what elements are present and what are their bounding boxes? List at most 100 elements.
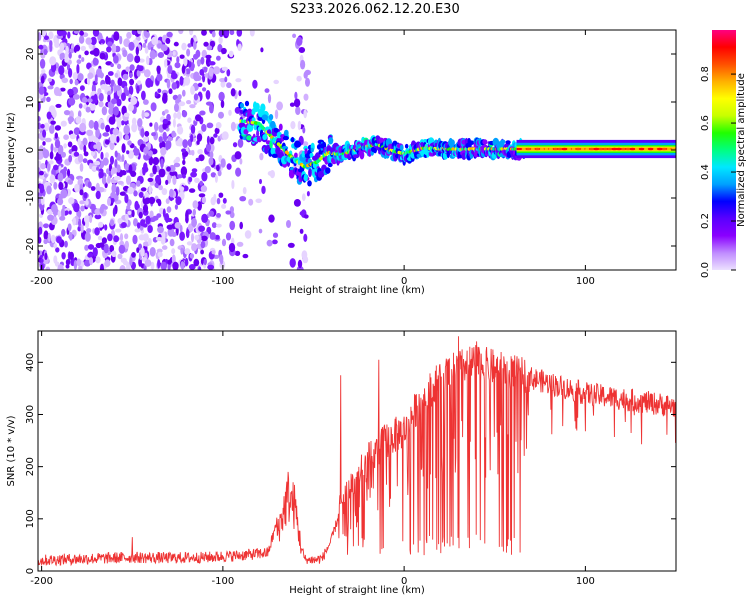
spectrogram-noise-blob: [60, 189, 68, 199]
spectrogram-noise-blob: [143, 136, 149, 142]
x-tick-label: -200: [30, 576, 53, 587]
spectrogram-noise-blob: [213, 66, 221, 75]
spectrogram-noise-blob: [57, 210, 62, 218]
spectrogram-noise-blob: [145, 55, 150, 65]
spectrogram-noise-blob: [218, 111, 224, 119]
spectrogram-noise-blob: [210, 172, 217, 178]
spectrogram-noise-blob: [39, 183, 45, 194]
spectrogram-noise-blob: [214, 127, 220, 134]
spectrogram-noise-blob: [85, 199, 89, 206]
spectrogram-noise-blob: [133, 218, 138, 227]
spectrogram-noise-blob: [166, 31, 173, 38]
spectrogram-noise-blob: [97, 88, 102, 95]
spectrogram-noise-blob: [147, 225, 153, 233]
spectrogram-noise-blob: [98, 101, 104, 108]
spectrogram-noise-blob: [90, 186, 96, 191]
spectrogram-signal-blob: [290, 136, 295, 143]
spectrogram-noise-blob: [53, 243, 57, 249]
spectrogram-noise-blob: [123, 112, 130, 118]
spectrogram-noise-blob: [200, 249, 205, 255]
spectrogram-noise-blob: [191, 217, 198, 228]
x-tick-label: 100: [576, 276, 595, 287]
spectrogram-noise-blob: [114, 72, 119, 78]
spectrogram-band-blob: [539, 147, 545, 151]
spectrogram-noise-blob: [127, 210, 132, 215]
spectrogram-signal-blob: [281, 134, 285, 142]
spectrogram-noise-blob: [79, 122, 87, 133]
spectrogram-noise-blob: [89, 214, 93, 224]
spectrogram-noise-blob: [80, 223, 84, 233]
spectrogram-noise-blob: [149, 217, 156, 223]
spectrogram-noise-blob: [117, 218, 123, 224]
spectrogram-noise-blob: [92, 30, 100, 37]
spectrogram-noise-blob: [164, 59, 168, 68]
spectrogram-noise-blob: [140, 187, 147, 192]
spectrogram-noise-blob: [66, 168, 71, 177]
spectrogram-noise-blob: [171, 248, 176, 255]
spectrogram-signal-blob: [308, 168, 312, 178]
spectrogram-signal-blob: [294, 152, 298, 158]
spectrogram-noise-blob: [72, 217, 77, 226]
spectrogram-noise-blob: [123, 38, 131, 48]
spectrogram-noise-blob: [165, 198, 170, 205]
spectrogram-noise-blob: [151, 36, 159, 46]
spectrogram-band-blob: [625, 147, 631, 151]
spectrogram-noise-blob: [54, 261, 60, 267]
spectrogram-noise-blob: [138, 58, 145, 63]
spectrogram-noise-blob: [299, 210, 306, 216]
spectrogram-signal-blob: [504, 143, 510, 148]
spectrogram-band-blob: [657, 147, 662, 151]
spectrogram-noise-blob: [49, 56, 57, 66]
spectrogram-noise-blob: [87, 244, 95, 250]
spectrogram-noise-blob: [156, 65, 161, 74]
spectrogram-noise-blob: [165, 37, 171, 45]
spectrogram-noise-blob: [40, 195, 45, 206]
spectrogram-noise-blob: [155, 237, 163, 241]
spectrogram-noise-blob: [144, 130, 150, 137]
spectrogram-noise-blob: [162, 208, 166, 218]
spectrogram-noise-blob: [60, 120, 67, 127]
spectrogram-noise-blob: [195, 157, 200, 162]
spectrogram-noise-blob: [119, 233, 124, 242]
spectrogram-noise-blob: [289, 102, 295, 107]
spectrogram-noise-blob: [120, 170, 127, 176]
spectrogram-noise-blob: [116, 119, 122, 128]
spectrogram-noise-blob: [196, 133, 203, 142]
spectrogram-noise-blob: [44, 137, 52, 143]
spectrogram-band-blob: [598, 147, 603, 151]
spectrogram-noise-blob: [79, 189, 84, 196]
spectrogram-noise-blob: [194, 234, 200, 241]
spectrogram-noise-blob: [219, 78, 226, 83]
spectrogram-noise-blob: [172, 51, 176, 56]
spectrogram-noise-blob: [189, 104, 196, 109]
spectrogram-noise-blob: [205, 90, 211, 100]
spectrogram-noise-blob: [198, 225, 206, 232]
spectrogram-noise-blob: [99, 52, 106, 60]
spectrogram-noise-blob: [274, 109, 279, 120]
spectrogram-noise-blob: [87, 252, 93, 258]
spectrogram-noise-blob: [228, 109, 232, 116]
spectrogram-band-blob: [662, 147, 667, 151]
spectrogram-noise-blob: [136, 69, 141, 77]
spectrogram-noise-blob: [143, 69, 151, 78]
spectrogram-noise-blob: [111, 98, 117, 105]
spectrogram-noise-blob: [67, 179, 74, 185]
spectrogram-noise-blob: [190, 85, 195, 95]
spectrogram-noise-blob: [219, 254, 224, 263]
spectrogram-noise-blob: [161, 245, 168, 250]
spectrogram-noise-blob: [117, 253, 123, 260]
spectrogram-noise-blob: [69, 48, 75, 54]
spectrogram-noise-blob: [200, 56, 205, 65]
spectrogram-noise-blob: [72, 94, 80, 100]
spectrogram-noise-blob: [113, 175, 121, 181]
spectrogram-noise-blob: [38, 236, 42, 244]
spectrogram-signal-blob: [307, 180, 312, 187]
spectrogram-noise-blob: [107, 91, 111, 96]
spectrogram-noise-blob: [266, 239, 273, 247]
spectrogram-noise-blob: [191, 149, 195, 156]
spectrogram-band-blob: [566, 147, 572, 151]
spectrogram-noise-blob: [206, 135, 210, 145]
spectrogram-noise-blob: [299, 228, 304, 234]
spectrogram-noise-blob: [188, 264, 196, 270]
colorbar: 0.0 0.2 0.4 0.6 0.8 Normalized spectral ampl…: [700, 30, 747, 278]
